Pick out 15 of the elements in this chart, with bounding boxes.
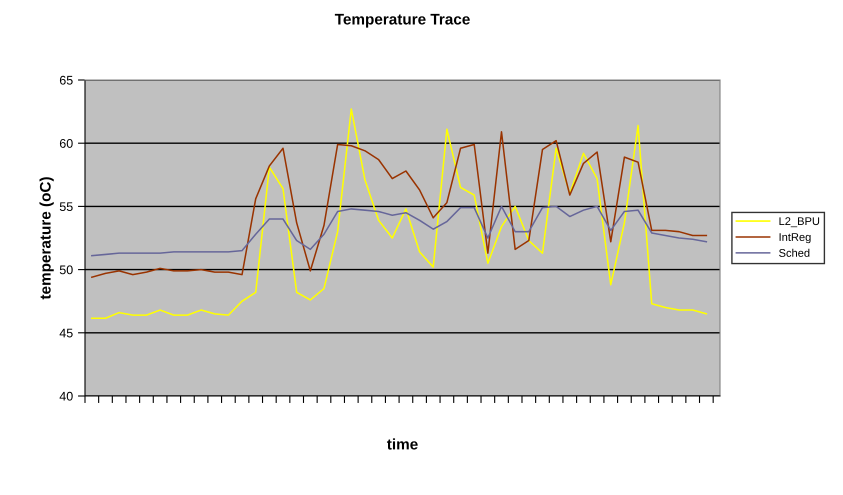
y-tick-label: 60: [60, 139, 73, 148]
line-series: [91, 206, 708, 256]
y-tick-label: 65: [60, 76, 73, 85]
chart-title: Temperature Trace: [334, 14, 470, 28]
y-tick-label: 40: [60, 392, 73, 401]
y-tick-label: 50: [60, 265, 73, 274]
legend-label: Sched: [779, 248, 810, 257]
y-tick-label: 55: [60, 202, 73, 212]
legend-label: L2_BPU: [779, 217, 820, 228]
x-axis-title: time: [386, 438, 418, 450]
legend-label: IntReg: [780, 233, 811, 244]
line-series: [91, 131, 708, 278]
y-axis-title: temperature (oC): [39, 177, 54, 300]
line-series: [91, 108, 708, 320]
y-tick-label: 45: [60, 328, 73, 338]
